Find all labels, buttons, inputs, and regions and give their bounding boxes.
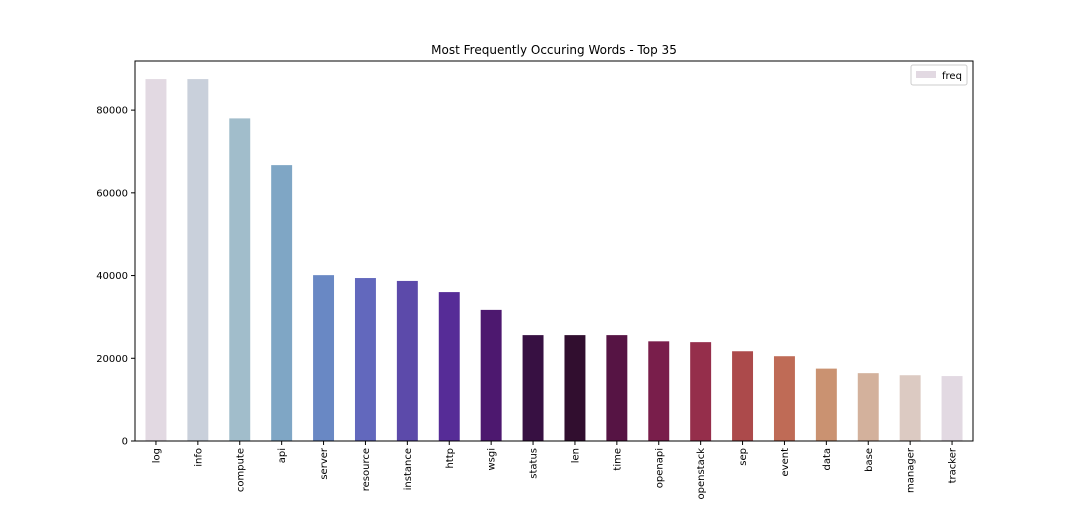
bar-base bbox=[857, 373, 879, 441]
x-tick-label-wsgi: wsgi bbox=[487, 448, 498, 471]
bar-http bbox=[438, 292, 460, 441]
y-tick-label-60000: 60000 bbox=[96, 188, 128, 199]
x-tick-label-compute: compute bbox=[235, 448, 246, 492]
x-tick-label-resource: resource bbox=[361, 448, 372, 491]
x-tick-label-len: len bbox=[570, 448, 581, 463]
bar-openstack bbox=[690, 342, 712, 441]
legend-label-freq: freq bbox=[942, 71, 962, 82]
bar-tracker bbox=[941, 376, 963, 441]
x-tick-label-base: base bbox=[864, 448, 875, 472]
x-tick-label-event: event bbox=[780, 448, 791, 477]
bar-api bbox=[271, 165, 293, 441]
bars-group bbox=[145, 79, 963, 441]
x-tick-label-openstack: openstack bbox=[696, 448, 707, 500]
x-tick-label-time: time bbox=[612, 448, 623, 471]
bar-time bbox=[606, 335, 628, 441]
x-tick-label-tracker: tracker bbox=[948, 447, 959, 483]
y-axis: 0 20000 40000 60000 80000 bbox=[96, 106, 135, 448]
legend: freq bbox=[910, 64, 968, 86]
x-tick-label-server: server bbox=[319, 447, 330, 480]
x-tick-label-sep: sep bbox=[738, 448, 749, 466]
bar-instance bbox=[396, 280, 418, 441]
bar-event bbox=[773, 356, 795, 441]
bar-resource bbox=[354, 278, 376, 441]
x-axis: log info compute api server resource instance h… bbox=[151, 441, 959, 500]
bar-status bbox=[522, 335, 544, 441]
chart-title: Most Frequently Occuring Words - Top 35 bbox=[431, 43, 677, 57]
y-tick-label-0: 0 bbox=[122, 437, 128, 448]
x-tick-label-api: api bbox=[277, 448, 288, 463]
bar-info bbox=[187, 79, 209, 441]
bar-log bbox=[145, 79, 167, 441]
bar-data bbox=[815, 368, 837, 441]
x-tick-label-data: data bbox=[822, 448, 833, 471]
legend-box bbox=[910, 64, 968, 86]
bar-wsgi bbox=[480, 309, 502, 441]
x-tick-label-openapi: openapi bbox=[654, 448, 665, 488]
x-tick-label-instance: instance bbox=[403, 448, 414, 490]
y-tick-label-80000: 80000 bbox=[96, 106, 128, 117]
bar-openapi bbox=[648, 341, 670, 441]
bar-server bbox=[313, 275, 335, 441]
plot-frame bbox=[134, 60, 974, 442]
x-tick-label-log: log bbox=[151, 448, 162, 463]
x-tick-label-http: http bbox=[445, 448, 456, 469]
bar-manager bbox=[899, 375, 921, 441]
x-tick-label-manager: manager bbox=[906, 447, 917, 493]
bar-len bbox=[564, 335, 586, 441]
x-tick-label-info: info bbox=[193, 448, 204, 467]
legend-swatch-freq bbox=[916, 71, 936, 78]
y-tick-label-40000: 40000 bbox=[96, 271, 128, 282]
bar-sep bbox=[732, 351, 754, 441]
bar-compute bbox=[229, 118, 251, 441]
x-tick-label-status: status bbox=[529, 448, 540, 479]
y-tick-label-20000: 20000 bbox=[96, 354, 128, 365]
